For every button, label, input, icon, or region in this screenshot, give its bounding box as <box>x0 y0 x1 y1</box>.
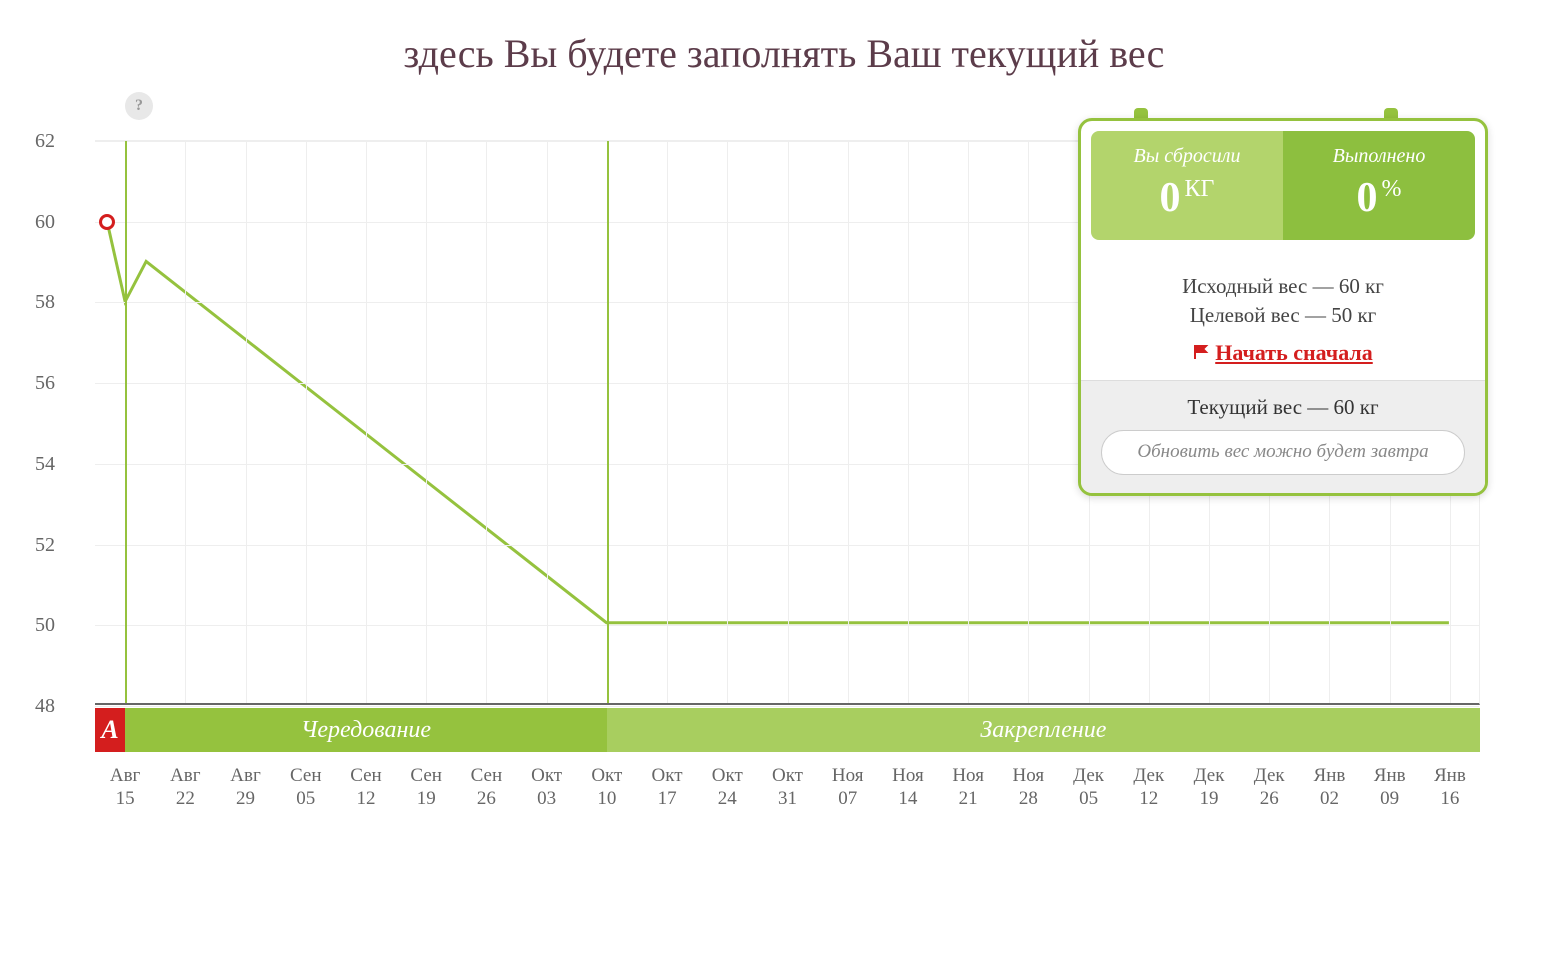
grid-line-v <box>848 141 849 703</box>
grid-line-v <box>968 141 969 703</box>
x-tick-label: Окт10 <box>577 765 637 811</box>
x-tick-label: Авг22 <box>155 765 215 811</box>
y-tick-label: 58 <box>25 291 55 314</box>
y-tick-label: 52 <box>25 534 55 557</box>
grid-line-v <box>727 141 728 703</box>
restart-link[interactable]: Начать сначала <box>1193 340 1373 366</box>
x-tick-label: Сен05 <box>276 765 336 811</box>
x-tick-label: Авг29 <box>216 765 276 811</box>
weights-section: Исходный вес — 60 кг Целевой вес — 50 кг… <box>1081 258 1485 380</box>
x-tick-label: Ноя21 <box>938 765 998 811</box>
y-tick-label: 48 <box>25 695 55 718</box>
help-button[interactable]: ? <box>125 92 153 120</box>
divider <box>1091 250 1475 258</box>
stats-lost-value: 0КГ <box>1099 174 1275 222</box>
x-tick-label: Авг15 <box>95 765 155 811</box>
stats-done: Выполнено 0% <box>1283 131 1475 240</box>
x-tick-label: Дек19 <box>1179 765 1239 811</box>
stats-done-value: 0% <box>1291 174 1467 222</box>
grid-line-v <box>426 141 427 703</box>
x-tick-label: Янв09 <box>1360 765 1420 811</box>
x-tick-label: Сен12 <box>336 765 396 811</box>
phase-segment: А <box>95 708 125 752</box>
x-tick-label: Янв02 <box>1299 765 1359 811</box>
phase-boundary-line <box>125 141 127 703</box>
grid-line-v <box>1028 141 1029 703</box>
x-tick-label: Окт31 <box>758 765 818 811</box>
data-point-marker[interactable] <box>99 214 115 230</box>
x-tick-label: Окт24 <box>697 765 757 811</box>
page-title: здесь Вы будете заполнять Ваш текущий ве… <box>0 0 1568 77</box>
x-tick-label: Ноя14 <box>878 765 938 811</box>
x-tick-label: Окт17 <box>637 765 697 811</box>
update-note: Обновить вес можно будет завтра <box>1101 430 1465 475</box>
phase-bar: АЧередованиеЗакрепление <box>95 708 1480 752</box>
x-tick-label: Дек12 <box>1119 765 1179 811</box>
start-weight-text: Исходный вес — 60 кг <box>1101 274 1465 299</box>
grid-line-v <box>667 141 668 703</box>
y-tick-label: 50 <box>25 614 55 637</box>
y-tick-label: 62 <box>25 130 55 153</box>
phase-segment: Чередование <box>125 708 607 752</box>
y-tick-label: 54 <box>25 453 55 476</box>
stats-row: Вы сбросили 0КГ Выполнено 0% <box>1091 131 1475 240</box>
x-tick-label: Дек26 <box>1239 765 1299 811</box>
flag-icon <box>1193 340 1209 366</box>
stats-lost-label: Вы сбросили <box>1099 145 1275 168</box>
x-tick-label: Дек05 <box>1059 765 1119 811</box>
x-axis-labels: Авг15Авг22Авг29Сен05Сен12Сен19Сен26Окт03… <box>95 765 1480 825</box>
grid-line-v <box>246 141 247 703</box>
x-tick-label: Окт03 <box>517 765 577 811</box>
grid-line-v <box>547 141 548 703</box>
phase-segment: Закрепление <box>607 708 1480 752</box>
grid-line-v <box>788 141 789 703</box>
stats-lost: Вы сбросили 0КГ <box>1091 131 1283 240</box>
x-tick-label: Сен26 <box>456 765 516 811</box>
grid-line-v <box>185 141 186 703</box>
y-tick-label: 60 <box>25 211 55 234</box>
grid-line-v <box>486 141 487 703</box>
card-bottom: Текущий вес — 60 кг Обновить вес можно б… <box>1081 380 1485 493</box>
y-tick-label: 56 <box>25 372 55 395</box>
grid-line-v <box>908 141 909 703</box>
grid-line-v <box>366 141 367 703</box>
info-card: Вы сбросили 0КГ Выполнено 0% Исходный ве… <box>1078 118 1488 496</box>
grid-line-v <box>306 141 307 703</box>
grid-line-h <box>95 706 1479 707</box>
phase-boundary-line <box>607 141 609 703</box>
x-tick-label: Сен19 <box>396 765 456 811</box>
x-tick-label: Янв16 <box>1420 765 1480 811</box>
x-tick-label: Ноя07 <box>818 765 878 811</box>
target-weight-text: Целевой вес — 50 кг <box>1101 303 1465 328</box>
stats-done-label: Выполнено <box>1291 145 1467 168</box>
x-tick-label: Ноя28 <box>998 765 1058 811</box>
current-weight-text: Текущий вес — 60 кг <box>1101 395 1465 420</box>
